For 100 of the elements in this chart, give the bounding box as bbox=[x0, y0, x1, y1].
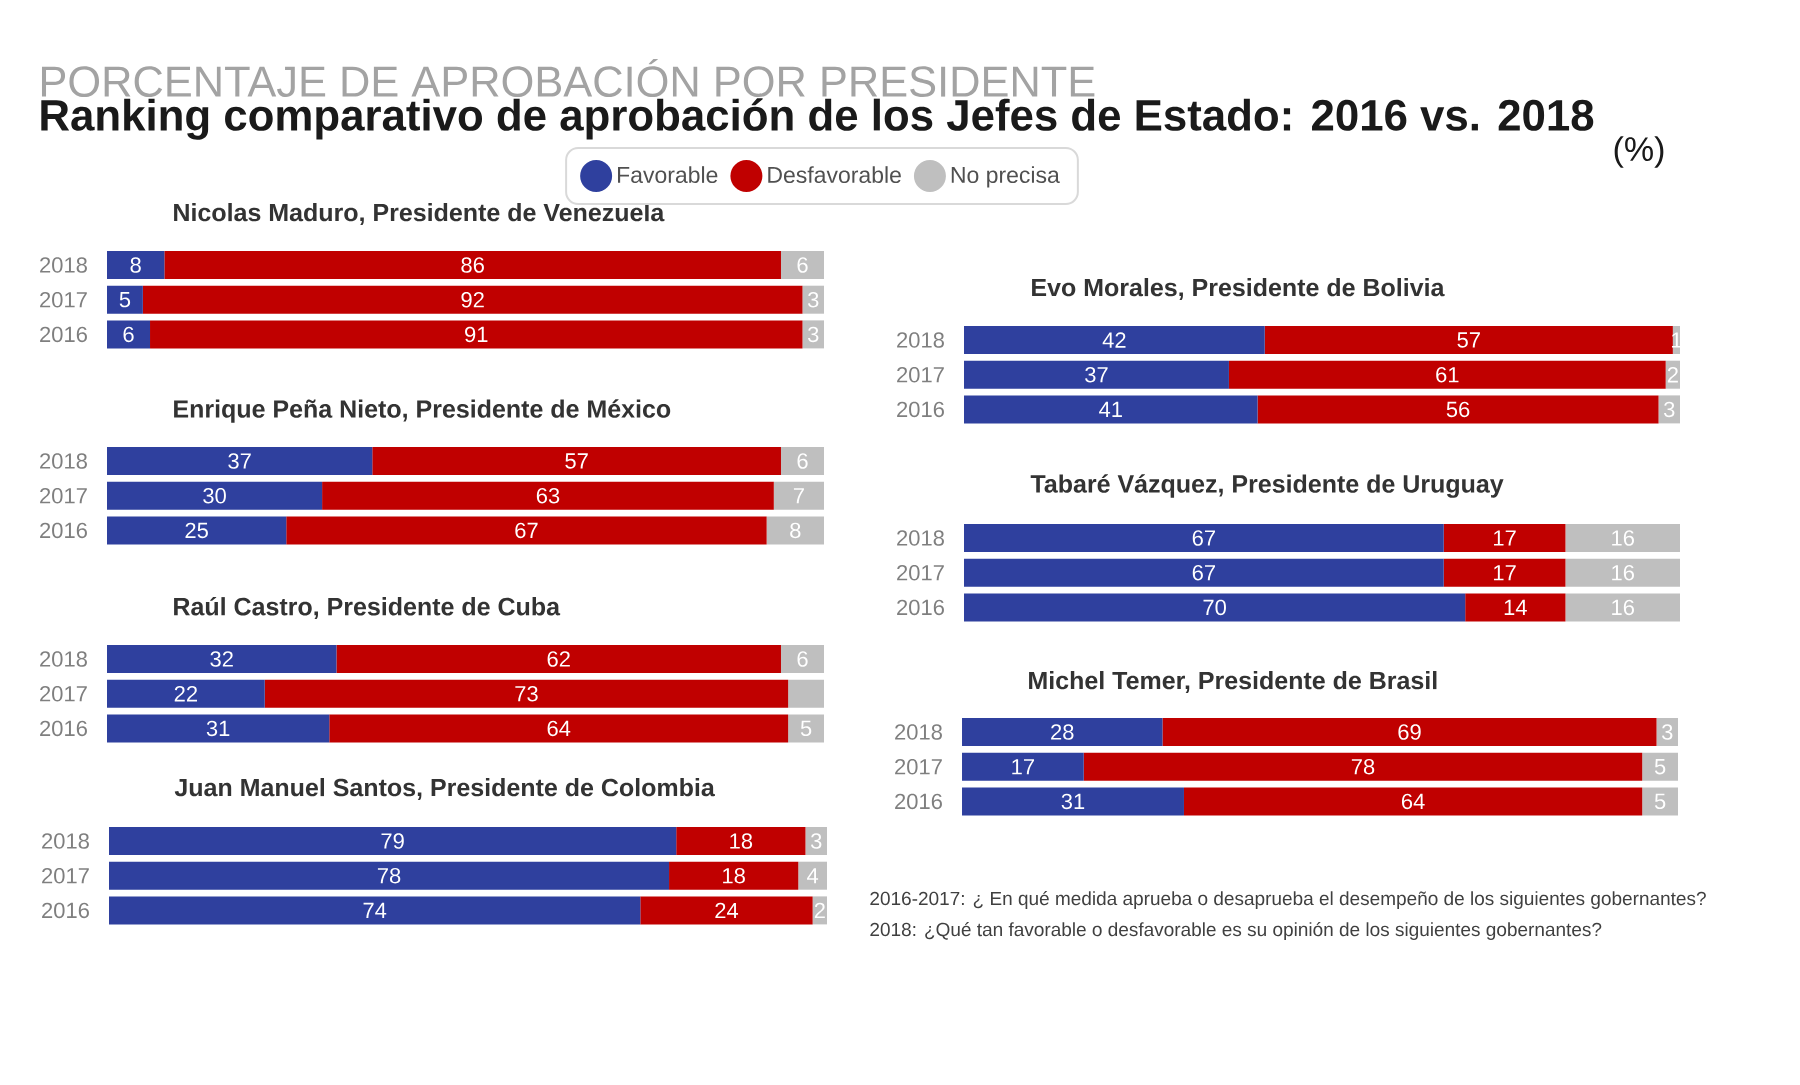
y-tick-label: 2018 bbox=[40, 651, 87, 667]
bar bbox=[372, 447, 781, 475]
bar bbox=[802, 320, 825, 349]
text: 2016-2017: ¿ En qué medida aprueba o desaprueba el desempeño de los siguientes gobernantes? bbox=[870, 891, 1706, 909]
data-label: 37 bbox=[1085, 366, 1108, 383]
bar bbox=[107, 320, 151, 349]
data-label: 8 bbox=[130, 257, 141, 273]
data-label: 56 bbox=[1446, 401, 1470, 418]
text: Ranking comparativo de aprobación de los Jefes de Estado: 2016 vs. 2018 bbox=[41, 98, 1594, 140]
bar bbox=[1162, 718, 1657, 746]
data-label: 69 bbox=[1398, 724, 1421, 740]
chart-title: Enrique Peña Nieto, Presidente de México bbox=[174, 399, 671, 423]
bar bbox=[964, 360, 1229, 389]
chart-title: Juan Manuel Santos, Presidente de Colombia bbox=[174, 777, 715, 800]
text: 2018: ¿Qué tan favorable o desfavorable es su opinión de los siguientes gobernantes? bbox=[870, 922, 1602, 940]
data-label: 24 bbox=[715, 902, 739, 919]
data-label: 63 bbox=[536, 487, 560, 504]
text: PORCENTAJE DE APROBACIÓN POR PRESIDENTE bbox=[41, 58, 1095, 98]
y-tick-label: 2018 bbox=[895, 724, 942, 740]
data-label: 41 bbox=[1099, 401, 1122, 417]
bar bbox=[964, 524, 1444, 552]
chart-title: Tabaré Vázquez, Presidente de Uruguay bbox=[1030, 474, 1504, 498]
bar bbox=[766, 516, 825, 545]
y-tick-label: 2018 bbox=[40, 257, 87, 273]
data-label: 73 bbox=[515, 685, 538, 702]
bar bbox=[962, 752, 1084, 781]
data-label: 91 bbox=[465, 326, 488, 343]
data-label: 5 bbox=[1654, 793, 1666, 810]
data-label: 74 bbox=[363, 902, 387, 918]
bar bbox=[802, 285, 825, 314]
bar bbox=[150, 320, 803, 349]
data-label: 42 bbox=[1102, 332, 1126, 348]
legend-label: No precisa bbox=[951, 166, 1060, 188]
bar bbox=[962, 718, 1163, 746]
bar bbox=[1443, 558, 1566, 587]
bar bbox=[1565, 558, 1681, 587]
chart-title: Nicolas Maduro, Presidente de Venezuela bbox=[174, 202, 665, 225]
bar bbox=[1443, 524, 1566, 552]
bar bbox=[1565, 593, 1681, 622]
bar bbox=[805, 827, 828, 855]
data-label: 5 bbox=[1654, 759, 1666, 775]
legend-label: Desfavorable bbox=[768, 166, 901, 184]
data-label: 3 bbox=[810, 833, 822, 849]
y-tick-label: 2017 bbox=[40, 487, 87, 504]
bar bbox=[788, 679, 825, 708]
data-label: 8 bbox=[790, 522, 801, 539]
data-label: 14 bbox=[1504, 599, 1527, 615]
bar bbox=[107, 516, 287, 545]
y-tick-label: 2018 bbox=[897, 530, 944, 546]
data-label: 6 bbox=[797, 651, 808, 667]
data-label: 79 bbox=[381, 833, 404, 849]
bar bbox=[788, 714, 825, 743]
y-tick-label: 2017 bbox=[42, 867, 89, 884]
bar bbox=[107, 285, 143, 314]
data-label: 4 bbox=[807, 868, 819, 884]
y-tick-label: 2016 bbox=[42, 902, 89, 919]
bar bbox=[640, 896, 813, 925]
data-label: 31 bbox=[206, 720, 230, 737]
bar bbox=[1257, 395, 1659, 424]
bar bbox=[109, 861, 670, 890]
y-tick-label: 2017 bbox=[895, 758, 942, 775]
bar bbox=[964, 326, 1265, 354]
bar bbox=[676, 827, 806, 855]
chart-title: Evo Morales, Presidente de Bolivia bbox=[1032, 277, 1445, 300]
bar bbox=[1565, 524, 1681, 552]
bar bbox=[773, 481, 825, 510]
bar bbox=[286, 516, 767, 545]
data-label: 67 bbox=[1192, 564, 1215, 581]
y-tick-label: 2016 bbox=[40, 326, 87, 343]
data-label: 5 bbox=[800, 720, 812, 737]
data-label: 67 bbox=[1192, 530, 1215, 546]
y-tick-label: 2017 bbox=[40, 291, 87, 308]
data-label: 31 bbox=[1061, 793, 1085, 810]
bar bbox=[107, 714, 330, 743]
data-label: 22 bbox=[174, 686, 198, 702]
data-label: 64 bbox=[547, 720, 571, 737]
data-label: 25 bbox=[185, 522, 208, 539]
y-tick-label: 2017 bbox=[897, 366, 944, 383]
y-tick-label: 2018 bbox=[40, 453, 87, 469]
data-label: 16 bbox=[1612, 530, 1634, 546]
data-label: 6 bbox=[797, 257, 808, 273]
data-label: 2 bbox=[814, 902, 825, 919]
bar bbox=[1642, 752, 1679, 781]
data-label: 64 bbox=[1401, 793, 1425, 810]
data-label: 57 bbox=[1457, 332, 1480, 348]
bar bbox=[780, 251, 825, 279]
data-label: 78 bbox=[377, 867, 401, 884]
bar bbox=[142, 285, 803, 314]
data-label: 16 bbox=[1612, 564, 1634, 581]
bar bbox=[964, 558, 1444, 587]
data-label: 5 bbox=[119, 292, 131, 308]
bar bbox=[964, 395, 1258, 424]
bar bbox=[107, 447, 373, 475]
data-label: 62 bbox=[547, 651, 570, 667]
data-label: 28 bbox=[1051, 724, 1074, 740]
data-label: 16 bbox=[1612, 599, 1634, 616]
y-tick-label: 2016 bbox=[897, 401, 944, 418]
bar bbox=[1642, 787, 1679, 816]
data-label: 18 bbox=[723, 867, 745, 884]
bar bbox=[798, 861, 828, 890]
